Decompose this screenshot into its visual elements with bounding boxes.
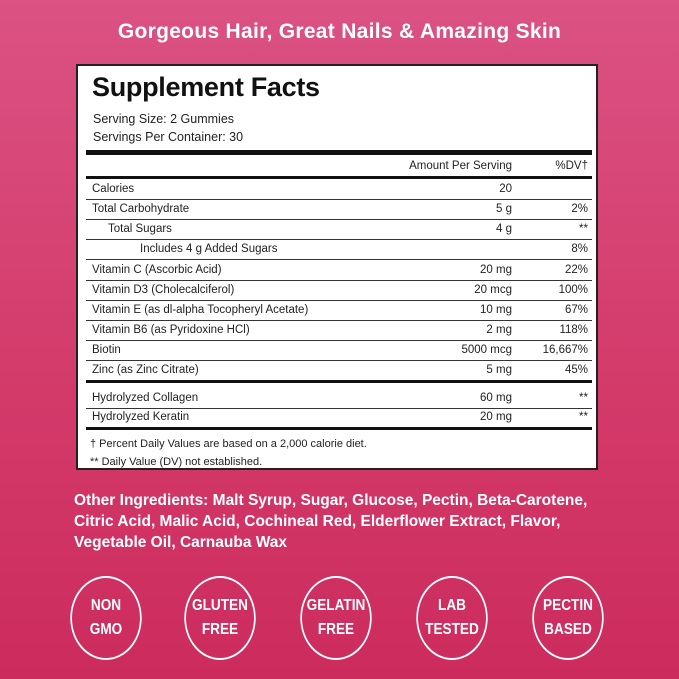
badge-line2: TESTED bbox=[425, 621, 479, 638]
nutrient-dv: 100% bbox=[558, 284, 588, 296]
nutrient-amount: 20 mg bbox=[480, 411, 512, 423]
nutrient-dv: 22% bbox=[564, 264, 588, 276]
servings-per-container: Servings Per Container: 30 bbox=[93, 130, 244, 144]
nutrient-row: Biotin 5000 mcg 16,667% bbox=[86, 340, 592, 361]
headline: Gorgeous Hair, Great Nails & Amazing Ski… bbox=[117, 20, 562, 43]
column-header: Amount Per Serving %DV† bbox=[86, 156, 592, 179]
nutrient-dv: 2% bbox=[571, 203, 588, 215]
divider bbox=[86, 150, 592, 155]
footnote-dv: † Percent Daily Values are based on a 2,… bbox=[90, 438, 367, 450]
nutrient-amount: 20 mg bbox=[480, 264, 512, 276]
nutrient-row: Hydrolyzed Keratin 20 mg ** bbox=[86, 407, 592, 430]
serving-size: Serving Size: 2 Gummies bbox=[93, 112, 235, 126]
other-ingredients: Other Ingredients: Malt Syrup, Sugar, Gl… bbox=[74, 492, 588, 551]
badge-gluten: GLUTEN FREE bbox=[184, 576, 256, 660]
nutrient-amount: 4 g bbox=[496, 223, 512, 235]
col-amount: Amount Per Serving bbox=[409, 160, 512, 172]
nutrient-name: Zinc (as Zinc Citrate) bbox=[92, 364, 199, 376]
nutrient-name: Total Carbohydrate bbox=[92, 203, 190, 215]
nutrient-amount: 20 mcg bbox=[474, 284, 512, 296]
nutrient-dv: 8% bbox=[571, 243, 588, 255]
nutrient-name: Total Sugars bbox=[108, 223, 172, 235]
nutrient-name: Vitamin C (Ascorbic Acid) bbox=[92, 264, 222, 276]
nutrient-amount: 10 mg bbox=[480, 304, 512, 316]
nutrient-name: Vitamin E (as dl-alpha Tocopheryl Acetat… bbox=[92, 304, 309, 316]
badge-line1: NON bbox=[90, 597, 122, 614]
badge-gelatin: GELATIN FREE bbox=[300, 576, 372, 660]
nutrient-dv: ** bbox=[579, 392, 588, 404]
nutrient-dv: ** bbox=[579, 411, 588, 423]
badge-line2: FREE bbox=[201, 621, 239, 638]
nutrient-row: Includes 4 g Added Sugars 8% bbox=[86, 239, 592, 260]
badge-line1: GLUTEN bbox=[192, 597, 248, 614]
nutrient-dv: 118% bbox=[559, 324, 588, 336]
nutrient-dv: 67% bbox=[564, 304, 588, 316]
footnote-not-established: ** Daily Value (DV) not established. bbox=[90, 456, 263, 468]
col-dv: %DV† bbox=[555, 160, 588, 172]
nutrient-amount: 5 g bbox=[496, 203, 512, 215]
nutrient-row: Hydrolyzed Collagen 60 mg ** bbox=[86, 388, 592, 409]
badge-non: NON GMO bbox=[70, 576, 142, 660]
badge-line1: LAB bbox=[438, 597, 466, 614]
nutrient-row: Total Sugars 4 g ** bbox=[86, 219, 592, 240]
nutrient-name: Hydrolyzed Keratin bbox=[92, 411, 190, 423]
badge-line2: GMO bbox=[89, 621, 123, 638]
badge-line2: FREE bbox=[317, 621, 355, 638]
nutrient-name: Vitamin D3 (Cholecalciferol) bbox=[92, 284, 235, 296]
nutrient-dv: 45% bbox=[564, 364, 588, 376]
nutrient-amount: 5 mg bbox=[486, 364, 512, 376]
nutrient-row: Vitamin C (Ascorbic Acid) 20 mg 22% bbox=[86, 260, 592, 281]
nutrient-dv: ** bbox=[579, 223, 588, 235]
badge-line2: BASED bbox=[544, 621, 592, 638]
badge-line1: PECTIN bbox=[543, 597, 593, 614]
nutrient-name: Biotin bbox=[92, 344, 121, 356]
nutrient-row: Total Carbohydrate 5 g 2% bbox=[86, 199, 592, 220]
nutrient-row: Vitamin E (as dl-alpha Tocopheryl Acetat… bbox=[86, 300, 592, 321]
nutrient-row: Calories 20 bbox=[86, 179, 592, 200]
nutrient-name: Calories bbox=[92, 183, 135, 195]
nutrient-name: Includes 4 g Added Sugars bbox=[140, 243, 278, 255]
supplement-facts-panel: Supplement Facts Serving Size: 2 Gummies… bbox=[76, 64, 598, 470]
panel-title: Supplement Facts bbox=[92, 72, 320, 102]
nutrient-amount: 5000 mcg bbox=[461, 344, 512, 356]
nutrient-row: Zinc (as Zinc Citrate) 5 mg 45% bbox=[86, 360, 592, 383]
nutrient-dv: 16,667% bbox=[542, 344, 588, 356]
nutrient-row: Vitamin D3 (Cholecalciferol) 20 mcg 100% bbox=[86, 280, 592, 301]
badge-lab: LAB TESTED bbox=[416, 576, 488, 660]
nutrient-amount: 60 mg bbox=[480, 392, 512, 404]
badge-pectin: PECTIN BASED bbox=[532, 576, 604, 660]
nutrient-row: Vitamin B6 (as Pyridoxine HCl) 2 mg 118% bbox=[86, 320, 592, 341]
nutrient-amount: 20 bbox=[499, 183, 512, 195]
nutrient-name: Hydrolyzed Collagen bbox=[92, 392, 199, 404]
badge-line1: GELATIN bbox=[306, 597, 366, 614]
nutrient-amount: 2 mg bbox=[486, 324, 512, 336]
nutrient-name: Vitamin B6 (as Pyridoxine HCl) bbox=[92, 324, 250, 336]
